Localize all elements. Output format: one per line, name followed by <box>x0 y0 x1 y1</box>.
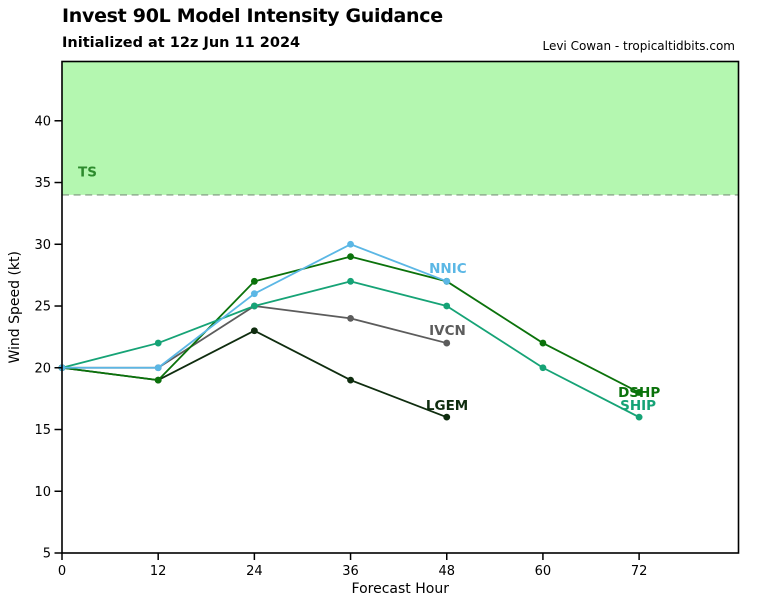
x-tick-label: 48 <box>438 564 455 579</box>
series-point-DSHP <box>347 253 354 261</box>
y-tick-label: 40 <box>34 114 51 129</box>
x-tick-label: 12 <box>150 564 167 579</box>
series-point-IVCN <box>347 314 354 322</box>
y-axis-label: Wind Speed (kt) <box>7 251 23 364</box>
series-line-SHIP <box>61 280 640 418</box>
series-point-DSHP <box>635 389 643 396</box>
series-point-LGEM <box>347 376 354 384</box>
ts-label: TS <box>78 164 97 180</box>
y-tick-label: 30 <box>34 238 51 253</box>
series-point-SHIP <box>635 413 643 421</box>
chart-subtitle: Initialized at 12z Jun 11 2024 <box>62 35 301 51</box>
series-point-NNIC <box>250 290 258 298</box>
x-tick-label: 24 <box>246 564 263 579</box>
y-tick-label: 10 <box>34 485 51 500</box>
series-point-DSHP <box>250 277 258 285</box>
series-point-SHIP <box>347 277 354 285</box>
series-label-LGEM: LGEM <box>426 398 468 414</box>
series-point-NNIC <box>154 364 162 372</box>
series-label-DSHP: DSHP <box>618 385 660 401</box>
series-point-SHIP <box>539 364 547 372</box>
x-tick-label: 60 <box>535 564 552 579</box>
series-point-SHIP <box>443 302 451 310</box>
series-point-NNIC <box>443 277 451 285</box>
series-line-IVCN <box>62 305 447 369</box>
y-tick-label: 35 <box>34 176 51 191</box>
series-point-SHIP <box>154 339 162 347</box>
series-point-DSHP <box>154 376 162 384</box>
y-tick-label: 20 <box>34 361 51 376</box>
series-point-LGEM <box>250 327 258 335</box>
x-tick-label: 0 <box>58 564 66 579</box>
series-line-LGEM <box>61 329 448 418</box>
x-tick-label: 72 <box>631 564 648 579</box>
series-point-LGEM <box>443 413 451 421</box>
series-label-SHIP: SHIP <box>620 398 656 414</box>
series-label-NNIC: NNIC <box>429 261 467 277</box>
y-tick-label: 15 <box>34 423 51 438</box>
chart-title: Invest 90L Model Intensity Guidance <box>62 5 443 27</box>
chart-credit: Levi Cowan - tropicaltidbits.com <box>542 39 735 53</box>
x-axis-label: Forecast Hour <box>352 581 450 597</box>
series-point-SHIP <box>250 302 258 310</box>
ts-band <box>62 61 739 195</box>
series-point-DSHP <box>539 339 547 347</box>
series-point-NNIC <box>347 240 354 248</box>
series-label-IVCN: IVCN <box>429 323 466 339</box>
y-tick-label: 25 <box>34 300 51 315</box>
y-tick-label: 5 <box>43 547 51 562</box>
x-tick-label: 36 <box>342 564 359 579</box>
plot-border <box>61 60 740 554</box>
series-point-IVCN <box>443 339 451 347</box>
